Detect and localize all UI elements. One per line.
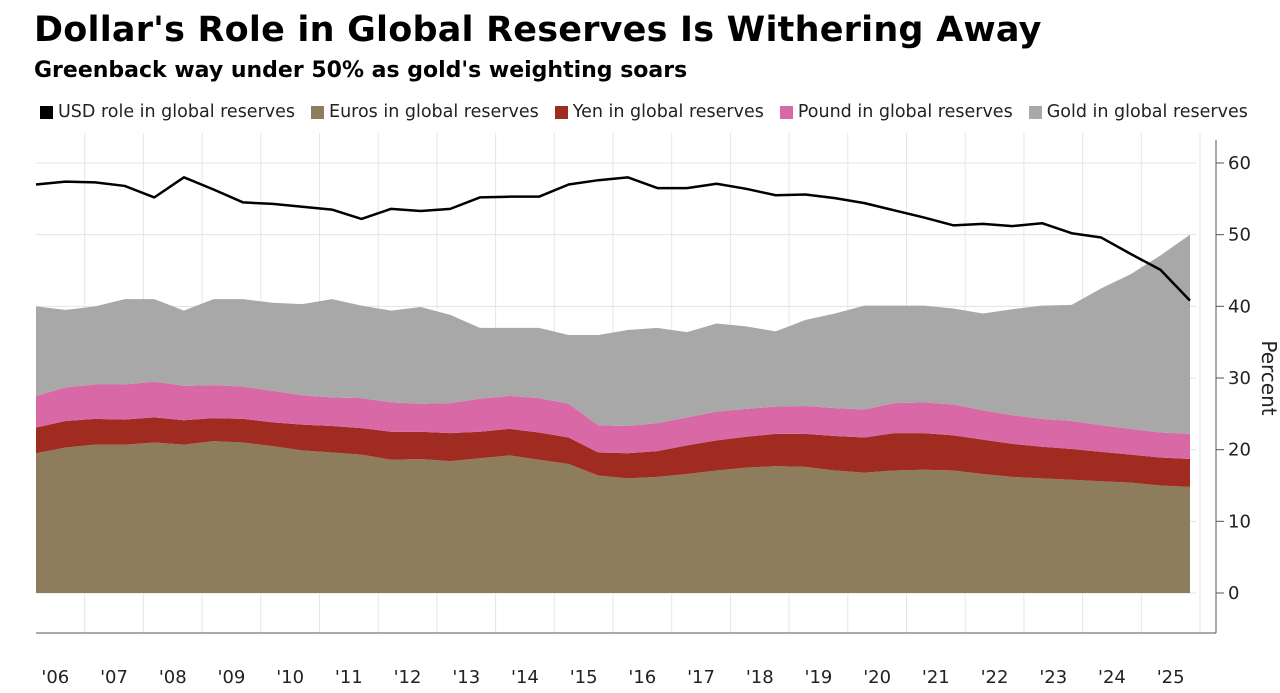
x-tick-label-25: '25 [1157,667,1185,688]
x-tick-label-06: '06 [41,667,69,688]
chart-subtitle: Greenback way under 50% as gold's weight… [34,58,688,83]
x-tick-label-08: '08 [159,667,187,688]
y-tick-label-20: 20 [1228,440,1251,461]
x-tick-label-07: '07 [100,667,128,688]
y-tick-label-0: 0 [1228,583,1239,604]
x-tick-label-18: '18 [746,667,774,688]
legend-swatch-gold [1028,105,1042,119]
y-axis-title: Percent [1257,340,1280,415]
area-gold [36,234,1190,434]
chart-title: Dollar's Role in Global Reserves Is With… [34,10,1042,50]
y-tick-label-60: 60 [1228,153,1251,174]
legend-item-gold: Gold in global reserves [1028,102,1248,122]
stacked-areas [36,234,1190,593]
x-tick-label-15: '15 [570,667,598,688]
x-tick-label-12: '12 [394,667,422,688]
legend-swatch-pound [779,105,793,119]
x-tick-label-23: '23 [1039,667,1067,688]
legend-swatch-yen [554,105,568,119]
x-tick-label-14: '14 [511,667,539,688]
x-tick-label-20: '20 [863,667,891,688]
x-tick-label-17: '17 [687,667,715,688]
x-tick-label-19: '19 [805,667,833,688]
x-tick-label-13: '13 [452,667,480,688]
legend-item-yen: Yen in global reserves [554,102,764,122]
legend-label-gold: Gold in global reserves [1046,102,1248,122]
axes: 0 10 20 30 40 50 60 '06 '07 '08 '09 '10 '11 '12 '13 '14… [36,140,1280,688]
area-euros [36,441,1190,593]
line-usd [35,176,1191,302]
legend-label-usd: USD role in global reserves [58,102,296,122]
area-yen [36,417,1190,487]
legend-item-euros: Euros in global reserves [311,102,539,122]
legend-swatch-euros [311,105,325,119]
y-tick-label-10: 10 [1228,511,1251,532]
legend-label-yen: Yen in global reserves [572,102,764,122]
usd-line-layer [35,176,1191,302]
x-tick-label-09: '09 [218,667,246,688]
legend-item-usd: USD role in global reserves [40,102,295,122]
y-tick-label-40: 40 [1228,296,1251,317]
x-tick-label-22: '22 [981,667,1009,688]
x-tick-label-10: '10 [276,667,304,688]
legend-swatch-usd [40,105,53,119]
area-pound [36,381,1190,459]
chart-legend: USD role in global reserves Euros in glo… [40,102,1248,122]
y-tick-label-30: 30 [1228,368,1251,389]
legend-label-euros: Euros in global reserves [329,102,539,122]
legend-label-pound: Pound in global reserves [797,102,1013,122]
legend-item-pound: Pound in global reserves [779,102,1013,122]
y-tick-label-50: 50 [1228,225,1251,246]
x-tick-label-24: '24 [1098,667,1126,688]
x-tick-label-21: '21 [922,667,950,688]
x-tick-label-16: '16 [628,667,656,688]
x-tick-label-11: '11 [335,667,363,688]
